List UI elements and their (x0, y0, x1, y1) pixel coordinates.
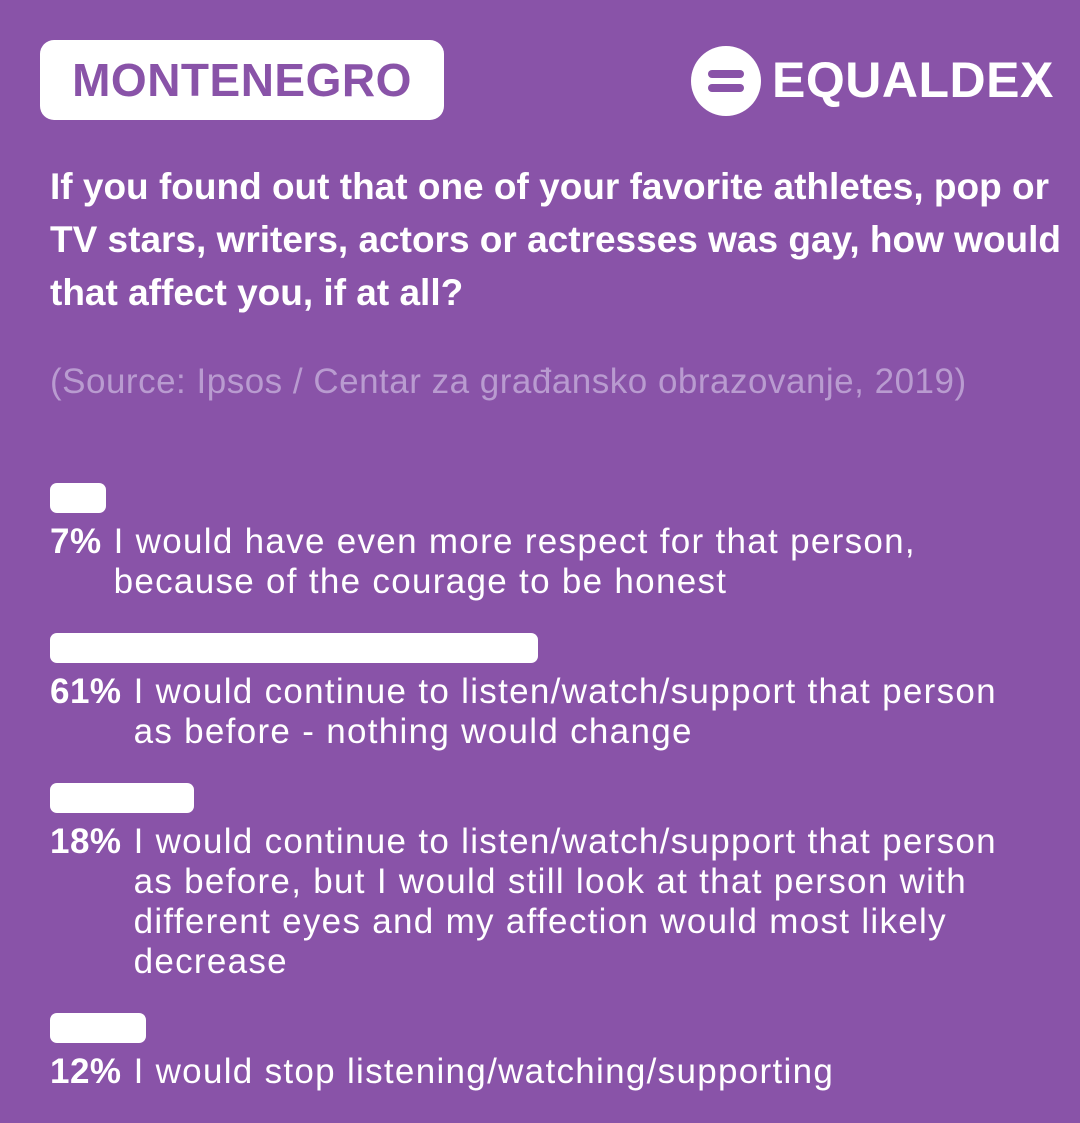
bar-list: 7% I would have even more respect for tha… (50, 483, 1010, 1123)
category-label: I would continue to listen/watch/support… (133, 822, 997, 981)
bar-label-row: 18% I would continue to listen/watch/supp… (50, 822, 1010, 982)
bar-label-row: 12% I would stop listening/watching/suppo… (50, 1052, 1010, 1092)
chart-title: If you found out that one of your favori… (50, 166, 1062, 313)
bar (50, 633, 538, 663)
bar-item: 12% I would stop listening/watching/suppo… (50, 1013, 1010, 1092)
category-label: I would have even more respect for that … (113, 522, 916, 601)
logo (691, 46, 761, 116)
bar-label-row: 61% I would continue to listen/watch/supp… (50, 672, 1010, 752)
bar (50, 1013, 146, 1043)
bar (50, 483, 106, 513)
value-label: 7% (50, 522, 102, 561)
bar-label-row: 7% I would have even more respect for tha… (50, 522, 1010, 602)
country-badge: MONTENEGRO (40, 40, 444, 120)
chart-subtitle: (Source: Ipsos / Centar za građansko obr… (50, 362, 967, 401)
value-label: 61% (50, 672, 122, 711)
value-label: 12% (50, 1052, 122, 1091)
category-label: I would continue to listen/watch/support… (133, 672, 997, 751)
bar-item: 18% I would continue to listen/watch/supp… (50, 783, 1010, 982)
page: MONTENEGRO EQUALDEX If you found out tha… (40, 40, 1062, 1091)
bar-item: 7% I would have even more respect for tha… (50, 483, 1010, 602)
brand: EQUALDEX (772, 52, 1054, 108)
bar (50, 783, 194, 813)
bar-item: 61% I would continue to listen/watch/supp… (50, 633, 1010, 752)
value-label: 18% (50, 822, 122, 861)
category-label: I would stop listening/watching/supporti… (133, 1052, 835, 1091)
